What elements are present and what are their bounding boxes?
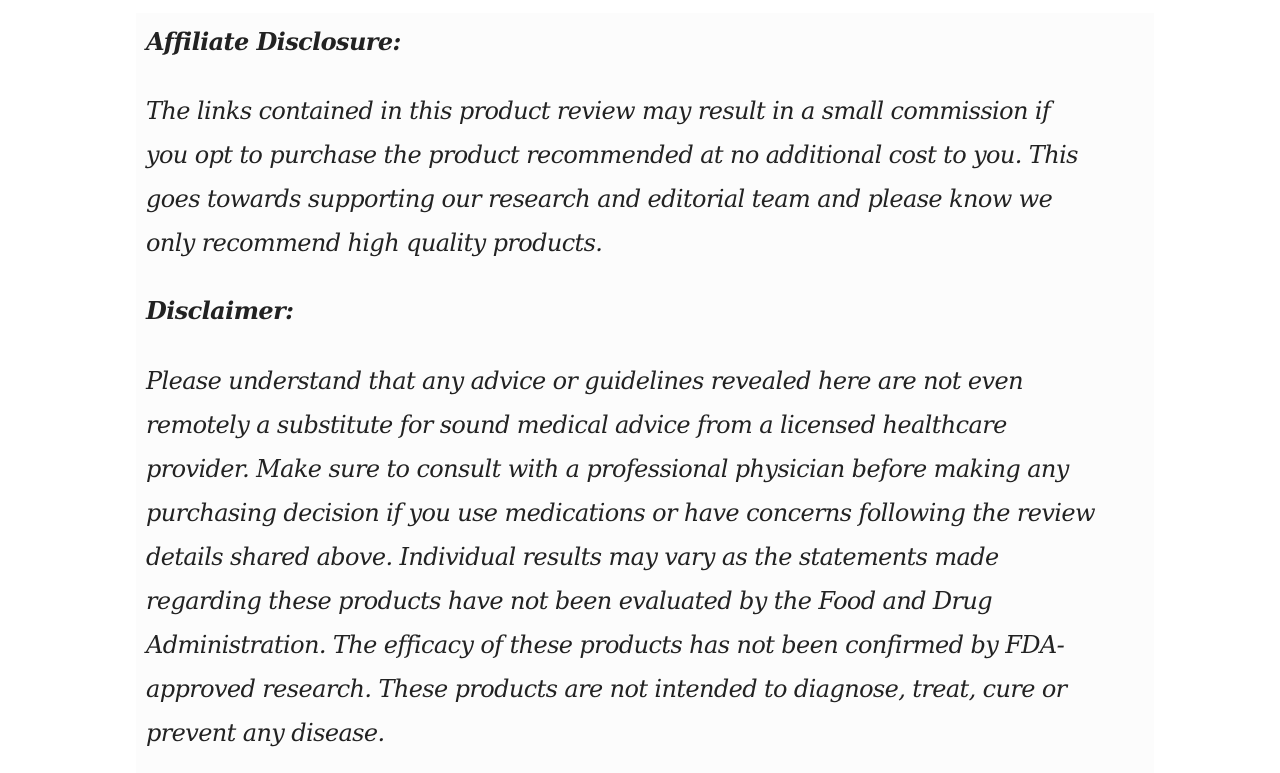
disclaimer-text-line: approved research. These products are no…	[146, 675, 1067, 703]
affiliate-text-line: goes towards supporting our research and…	[146, 185, 1053, 213]
disclaimer-text-line: regarding these products have not been e…	[146, 587, 993, 615]
disclaimer-text-line: Please understand that any advice or gui…	[146, 367, 1024, 395]
disclosure-panel	[136, 13, 1154, 773]
disclaimer-text-line: remotely a substitute for sound medical …	[146, 411, 1007, 439]
disclaimer-text-line: provider. Make sure to consult with a pr…	[146, 455, 1069, 483]
disclaimer-text-line: prevent any disease.	[146, 719, 385, 747]
disclaimer-text-line: Administration. The efficacy of these pr…	[146, 631, 1065, 659]
affiliate-heading: Affiliate Disclosure:	[146, 27, 401, 56]
affiliate-text-line: only recommend high quality products.	[146, 229, 603, 257]
disclaimer-text-line: purchasing decision if you use medicatio…	[146, 499, 1096, 527]
disclaimer-text-line: details shared above. Individual results…	[146, 543, 999, 571]
affiliate-text-line: The links contained in this product revi…	[146, 97, 1051, 125]
affiliate-text-line: you opt to purchase the product recommen…	[146, 141, 1078, 169]
disclaimer-heading: Disclaimer:	[146, 296, 294, 325]
